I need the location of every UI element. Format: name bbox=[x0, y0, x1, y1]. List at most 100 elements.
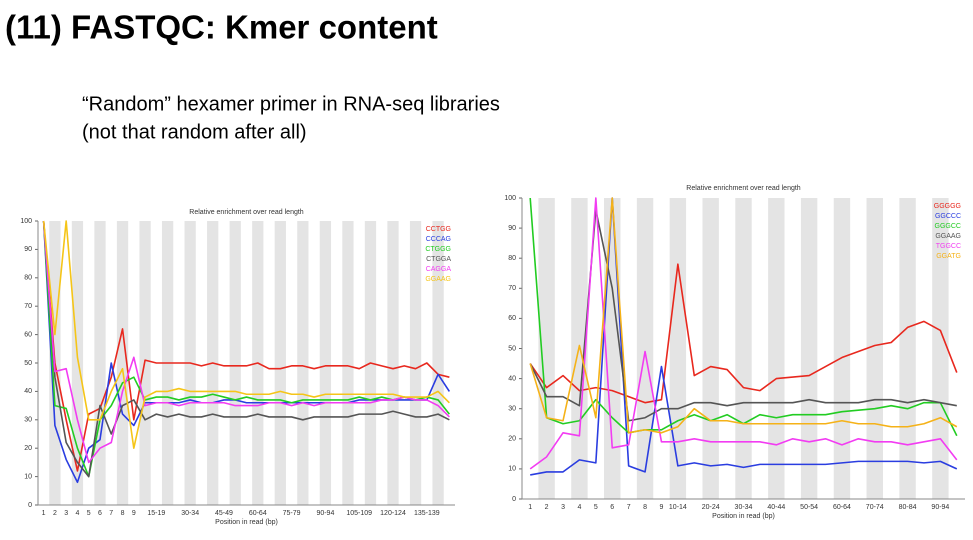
band bbox=[538, 198, 555, 499]
legend-entry: CAGGA bbox=[426, 266, 452, 273]
x-tick-label: 8 bbox=[643, 504, 647, 511]
y-tick-label: 30 bbox=[508, 406, 516, 413]
x-tick-label: 40-44 bbox=[767, 504, 785, 511]
y-tick-label: 100 bbox=[20, 218, 32, 225]
band bbox=[94, 221, 106, 505]
x-tick-label: 120-124 bbox=[380, 510, 406, 517]
x-tick-label: 135-139 bbox=[414, 510, 440, 517]
series-line bbox=[42, 220, 450, 478]
legend-entry: CCTGG bbox=[426, 226, 451, 233]
legend-entry: CCCAG bbox=[426, 236, 451, 243]
legend-entry: GGGGG bbox=[934, 203, 961, 210]
x-tick-label: 5 bbox=[87, 510, 91, 517]
slide-title: (11) FASTQC: Kmer content bbox=[5, 9, 438, 46]
band bbox=[669, 198, 687, 499]
legend-entry: GGGCC bbox=[935, 223, 961, 230]
x-tick-label: 4 bbox=[75, 510, 79, 517]
x-tick-label: 80-84 bbox=[899, 504, 917, 511]
subtitle: (not that random after all) bbox=[82, 121, 307, 143]
band bbox=[800, 198, 818, 499]
y-tick-label: 60 bbox=[508, 315, 516, 322]
y-tick-label: 40 bbox=[508, 375, 516, 382]
y-tick-label: 60 bbox=[24, 331, 32, 338]
series-line bbox=[529, 263, 958, 404]
series-line bbox=[42, 220, 450, 478]
band bbox=[768, 198, 785, 499]
series-line bbox=[42, 220, 450, 464]
y-tick-label: 70 bbox=[508, 285, 516, 292]
x-tick-label: 2 bbox=[545, 504, 549, 511]
series-line bbox=[529, 197, 958, 470]
x-tick-label: 6 bbox=[610, 504, 614, 511]
x-tick-label: 20-24 bbox=[702, 504, 720, 511]
x-tick-label: 70-74 bbox=[866, 504, 884, 511]
legend-entry: TGGCC bbox=[936, 243, 961, 250]
y-tick-label: 70 bbox=[24, 303, 32, 310]
x-tick-label: 5 bbox=[594, 504, 598, 511]
band bbox=[735, 198, 752, 499]
band bbox=[319, 221, 332, 505]
band bbox=[387, 221, 399, 505]
x-tick-label: 10-14 bbox=[669, 504, 687, 511]
x-tick-label: 4 bbox=[577, 504, 581, 511]
y-tick-label: 10 bbox=[24, 473, 32, 480]
y-tick-label: 40 bbox=[24, 388, 32, 395]
plot-area bbox=[38, 221, 455, 505]
band bbox=[116, 221, 129, 505]
legend-entry: GGATG bbox=[936, 253, 961, 260]
y-tick-label: 20 bbox=[24, 445, 32, 452]
x-tick-label: 7 bbox=[109, 510, 113, 517]
x-tick-label: 7 bbox=[627, 504, 631, 511]
y-tick-label: 20 bbox=[508, 436, 516, 443]
x-tick-label: 60-64 bbox=[833, 504, 851, 511]
y-tick-label: 90 bbox=[508, 225, 516, 232]
legend-entry: CTGGA bbox=[426, 256, 451, 263]
series-line bbox=[529, 209, 957, 422]
band bbox=[702, 198, 719, 499]
x-tick-label: 60-64 bbox=[249, 510, 267, 517]
x-tick-label: 15-19 bbox=[147, 510, 165, 517]
x-tick-label: 90-94 bbox=[931, 504, 949, 511]
x-tick-label: 9 bbox=[132, 510, 136, 517]
legend-entry: GGCCC bbox=[935, 213, 961, 220]
x-tick-label: 3 bbox=[561, 504, 565, 511]
x-tick-label: 3 bbox=[64, 510, 68, 517]
x-tick-label: 2 bbox=[53, 510, 57, 517]
band bbox=[866, 198, 883, 499]
y-tick-label: 100 bbox=[504, 195, 516, 202]
y-tick-label: 50 bbox=[508, 345, 516, 352]
x-tick-label: 105-109 bbox=[346, 510, 372, 517]
y-tick-label: 30 bbox=[24, 417, 32, 424]
x-tick-label: 45-49 bbox=[215, 510, 233, 517]
series-line bbox=[42, 220, 450, 450]
band bbox=[297, 221, 309, 505]
x-tick-label: 9 bbox=[660, 504, 664, 511]
x-axis-label: Position in read (bp) bbox=[215, 519, 278, 526]
x-tick-label: 30-34 bbox=[735, 504, 753, 511]
band bbox=[274, 221, 286, 505]
series-line bbox=[42, 220, 450, 472]
series-line bbox=[529, 197, 958, 434]
y-tick-label: 50 bbox=[24, 360, 32, 367]
band bbox=[409, 221, 422, 505]
y-tick-label: 0 bbox=[512, 496, 516, 503]
subtitle: “Random” hexamer primer in RNA-seq libra… bbox=[82, 93, 500, 115]
x-tick-label: 50-54 bbox=[800, 504, 818, 511]
x-tick-label: 30-34 bbox=[181, 510, 199, 517]
series-line bbox=[530, 197, 958, 476]
legend-entry: GGAAG bbox=[935, 233, 961, 240]
band bbox=[342, 221, 354, 505]
y-tick-label: 80 bbox=[24, 275, 32, 282]
chart-title: Relative enrichment over read length bbox=[189, 209, 304, 216]
x-tick-label: 8 bbox=[121, 510, 125, 517]
x-axis-label: Position in read (bp) bbox=[712, 513, 775, 520]
band bbox=[932, 198, 949, 499]
y-tick-label: 80 bbox=[508, 255, 516, 262]
y-tick-label: 90 bbox=[24, 246, 32, 253]
x-tick-label: 90-94 bbox=[316, 510, 334, 517]
x-tick-label: 1 bbox=[528, 504, 532, 511]
band bbox=[899, 198, 916, 499]
band bbox=[229, 221, 241, 505]
legend-entry: CTGGG bbox=[425, 246, 451, 253]
